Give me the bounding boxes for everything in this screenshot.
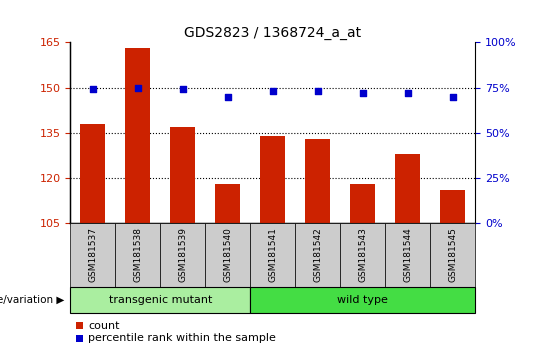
Text: transgenic mutant: transgenic mutant	[109, 295, 212, 305]
Bar	[395, 154, 420, 223]
Point	[403, 90, 412, 96]
Text: GSM181539: GSM181539	[178, 227, 187, 282]
Text: count: count	[88, 321, 119, 331]
Point	[313, 88, 322, 94]
Point	[133, 85, 142, 91]
Bar	[260, 136, 285, 223]
Bar	[305, 139, 330, 223]
Title: GDS2823 / 1368724_a_at: GDS2823 / 1368724_a_at	[184, 26, 361, 40]
Point	[359, 90, 367, 96]
Bar	[350, 184, 375, 223]
Text: GSM181544: GSM181544	[403, 228, 412, 282]
Point	[224, 94, 232, 99]
Bar	[215, 184, 240, 223]
Text: GSM181537: GSM181537	[88, 227, 97, 282]
Point	[448, 94, 457, 99]
Text: GSM181540: GSM181540	[223, 227, 232, 282]
Text: GSM181542: GSM181542	[313, 228, 322, 282]
Point	[268, 88, 277, 94]
Text: GSM181538: GSM181538	[133, 227, 142, 282]
Text: GSM181545: GSM181545	[448, 227, 457, 282]
Text: GSM181541: GSM181541	[268, 227, 277, 282]
Text: percentile rank within the sample: percentile rank within the sample	[88, 333, 276, 343]
Point	[89, 87, 97, 92]
Bar	[80, 124, 105, 223]
Text: wild type: wild type	[338, 295, 388, 305]
Text: GSM181543: GSM181543	[358, 227, 367, 282]
Bar	[170, 127, 195, 223]
Bar	[440, 190, 465, 223]
Point	[178, 87, 187, 92]
Text: genotype/variation ▶: genotype/variation ▶	[0, 295, 65, 305]
Bar	[125, 48, 150, 223]
